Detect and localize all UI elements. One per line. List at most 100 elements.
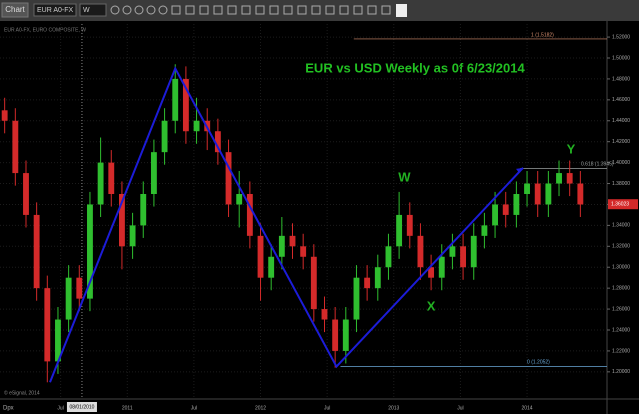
candle-body <box>460 246 467 268</box>
candle-body <box>87 204 93 299</box>
crosshair-label: 08/01/2010 <box>69 404 94 410</box>
candle-body <box>364 277 371 289</box>
chart-title: EUR vs USD Weekly as 0f 6/23/2014 <box>305 60 525 75</box>
candle-body <box>65 277 72 320</box>
candle-body <box>566 173 573 184</box>
y-tick-label: 1.28000 <box>612 285 630 291</box>
toolbar-icons <box>110 5 391 15</box>
y-tick-label: 1.46000 <box>612 97 630 103</box>
candle-body <box>396 214 403 247</box>
x-tick-label: Jul <box>57 405 63 411</box>
candle-body <box>332 319 339 351</box>
candle-body <box>257 235 264 278</box>
wave-label: W <box>398 170 411 185</box>
y-tick-label: 1.48000 <box>612 76 630 82</box>
candle-body <box>150 152 157 194</box>
x-tick-label: Jul <box>457 405 463 411</box>
candle-body <box>12 120 19 174</box>
tab-label: Chart <box>5 5 25 14</box>
candle-body <box>449 246 456 257</box>
candle-body <box>289 235 296 247</box>
candle-body <box>492 204 498 226</box>
x-tick-label: 2013 <box>388 405 399 411</box>
candle-body <box>246 194 253 236</box>
x-tick-label: 2011 <box>122 405 133 411</box>
candle-body <box>406 214 413 236</box>
y-tick-label: 1.22000 <box>612 348 630 354</box>
candle-body <box>470 235 477 268</box>
candle-body <box>182 78 189 132</box>
x-tick-label: 2012 <box>255 405 266 411</box>
candle-body <box>140 194 147 226</box>
candle-body <box>502 204 509 215</box>
trend-line <box>49 66 524 383</box>
y-tick-label: 1.38000 <box>612 181 630 187</box>
candle-body <box>524 183 530 194</box>
candle-body <box>33 214 40 289</box>
last-price-label: 1.36023 <box>611 202 629 208</box>
x-tick-label: 2014 <box>521 405 532 411</box>
candle-body <box>556 173 562 184</box>
candle-body <box>172 78 179 121</box>
chart-tab[interactable] <box>1 2 29 18</box>
info: EUR A0-FX, EURO COMPOSITE, W <box>4 27 86 33</box>
candle-body <box>55 319 61 362</box>
candle-body <box>268 256 275 278</box>
symbol-input[interactable] <box>33 3 77 17</box>
candle-body <box>97 162 104 205</box>
interval-input[interactable] <box>79 3 107 17</box>
y-tick-label: 1.44000 <box>612 118 630 124</box>
candle-body <box>214 131 221 153</box>
candle-body <box>374 267 381 289</box>
candle-body <box>321 309 328 320</box>
trend-arrow <box>516 167 524 173</box>
candle-body <box>23 173 29 215</box>
y-tick-label: 1.32000 <box>612 244 630 250</box>
corner-label: Dpx <box>3 406 14 412</box>
fib-label: 0.618 (1.3945) <box>581 162 614 168</box>
candle-body <box>161 120 168 153</box>
x-tick-label: Jul <box>191 405 197 411</box>
candle-body <box>417 235 424 268</box>
candle-body <box>300 246 307 257</box>
candle-body <box>193 120 200 132</box>
fib-label: 0 (1.2052) <box>527 360 550 366</box>
candle-body <box>310 256 317 310</box>
y-tick-label: 1.20000 <box>612 369 630 375</box>
interval: W <box>83 7 90 14</box>
crosshair-box <box>66 402 97 412</box>
candle-body <box>353 277 360 320</box>
symbol: EUR A0-FX <box>37 7 74 14</box>
candle-body <box>438 256 445 278</box>
candle-body <box>44 288 51 362</box>
candle-body <box>342 319 349 351</box>
candle-body <box>76 277 83 299</box>
candle-body <box>119 194 125 247</box>
wave-label: Y <box>567 141 576 156</box>
y-tick-label: 1.26000 <box>612 306 630 312</box>
candle-body <box>225 152 232 205</box>
u-button[interactable] <box>396 4 407 17</box>
candle-body <box>481 225 488 236</box>
copyright: © eSignal, 2014 <box>4 389 40 396</box>
last-price-box <box>608 199 638 210</box>
y-tick-label: 1.34000 <box>612 223 630 229</box>
candle-body <box>577 183 584 205</box>
fib-label: 1 (1.5182) <box>531 32 554 38</box>
y-tick-label: 1.50000 <box>612 55 630 61</box>
candle-body <box>129 225 136 247</box>
candle-body <box>236 194 243 205</box>
candle-body <box>428 267 435 278</box>
y-tick-label: 1.30000 <box>612 265 630 271</box>
candle-body <box>513 194 520 215</box>
y-tick-label: 1.40000 <box>612 160 630 166</box>
candle-body <box>1 110 8 121</box>
y-tick-label: 1.52000 <box>612 34 630 40</box>
candle-body <box>534 183 541 205</box>
y-tick-label: 1.24000 <box>612 327 630 333</box>
candle-body <box>385 246 392 268</box>
wave-label: X <box>427 298 436 313</box>
